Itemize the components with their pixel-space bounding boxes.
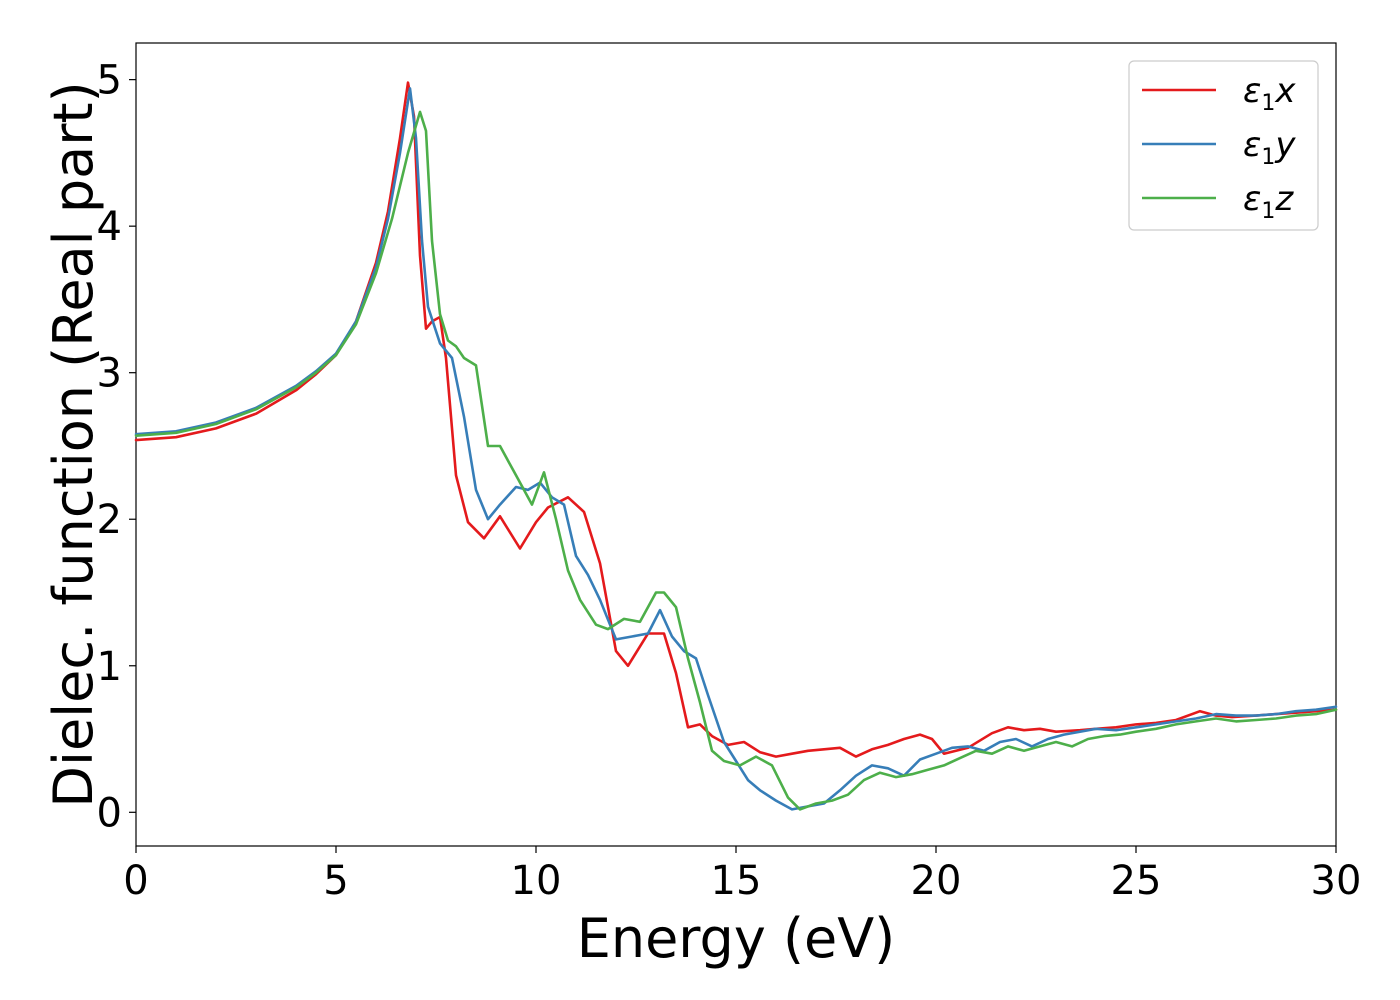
x-axis-ticks: 0 5 10 15 20 25 30 bbox=[123, 846, 1361, 904]
x-tick-label: 0 bbox=[123, 858, 148, 904]
y-tick-label: 3 bbox=[97, 351, 122, 397]
legend-subscript: 1 bbox=[1261, 91, 1275, 116]
legend-symbol: ε bbox=[1243, 125, 1261, 165]
x-tick-label: 5 bbox=[323, 858, 348, 904]
legend-box bbox=[1128, 60, 1319, 231]
legend-label-z: ε1z bbox=[1243, 179, 1294, 224]
y-axis-ticks: 0 1 2 3 4 5 bbox=[97, 58, 136, 836]
legend-subscript: 1 bbox=[1261, 145, 1275, 170]
y-tick-label: 1 bbox=[97, 644, 122, 690]
x-tick-label: 30 bbox=[1311, 858, 1362, 904]
legend-subscript: 1 bbox=[1261, 199, 1275, 224]
y-axis-label: Dielec. function (Real part) bbox=[42, 81, 105, 807]
series-lines bbox=[134, 81, 1338, 811]
x-axis-label: Energy (eV) bbox=[577, 907, 896, 970]
series-line-z bbox=[134, 110, 1338, 811]
legend-variable: y bbox=[1274, 125, 1296, 165]
x-tick-label: 25 bbox=[1111, 858, 1162, 904]
legend-variable: z bbox=[1274, 179, 1294, 219]
y-tick-label: 4 bbox=[97, 204, 122, 250]
x-tick-label: 10 bbox=[511, 858, 562, 904]
y-tick-label: 0 bbox=[97, 790, 122, 836]
legend-symbol: ε bbox=[1243, 179, 1261, 219]
series-line-y bbox=[134, 87, 1338, 811]
legend-variable: x bbox=[1274, 71, 1296, 111]
x-tick-label: 15 bbox=[711, 858, 762, 904]
y-tick-label: 2 bbox=[97, 497, 122, 543]
x-tick-label: 20 bbox=[911, 858, 962, 904]
legend-label-x: ε1x bbox=[1243, 71, 1296, 116]
legend-symbol: ε bbox=[1243, 71, 1261, 111]
y-tick-label: 5 bbox=[97, 58, 122, 104]
legend-label-y: ε1y bbox=[1243, 125, 1296, 170]
